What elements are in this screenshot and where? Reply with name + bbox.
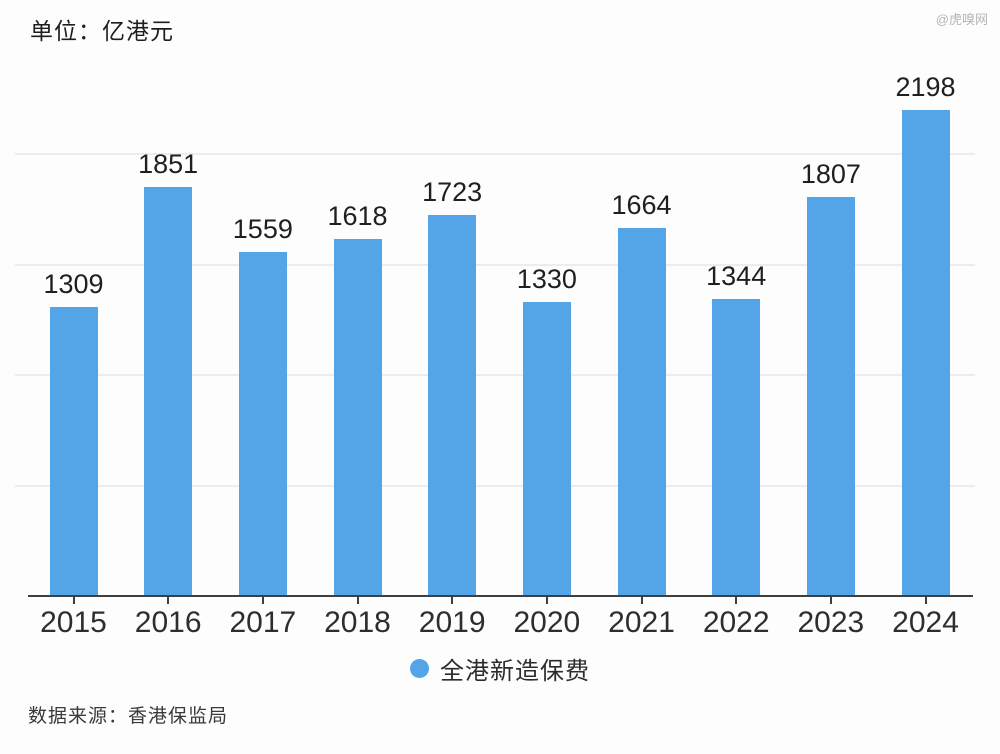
legend-label: 全港新造保费	[440, 658, 590, 685]
value-label-2015: 1309	[43, 268, 104, 299]
data-source-label: 数据来源：香港保监局	[28, 706, 229, 727]
value-label-2022: 1344	[706, 261, 767, 292]
value-label-2018: 1618	[327, 200, 388, 231]
x-axis-line	[28, 595, 973, 597]
bar-2021	[617, 228, 666, 597]
value-label-2023: 1807	[800, 158, 861, 189]
x-axis-tick	[640, 597, 643, 604]
value-label-2017: 1559	[232, 213, 293, 244]
value-label-2019: 1723	[422, 177, 483, 208]
bar-2016	[144, 186, 193, 597]
gridline	[15, 263, 975, 266]
legend-dot-icon	[410, 659, 429, 678]
value-label-2020: 1330	[516, 264, 577, 295]
x-axis-tick	[167, 597, 170, 604]
value-label-2016: 1851	[138, 148, 199, 179]
bar-2020	[522, 302, 571, 597]
x-axis-label-2022: 2022	[702, 606, 770, 639]
bar-2024	[901, 110, 950, 597]
x-axis-tick	[924, 597, 927, 604]
x-axis-tick	[261, 597, 264, 604]
x-axis-label-2018: 2018	[324, 606, 391, 639]
value-label-2024: 2198	[895, 72, 956, 102]
x-axis-label-2021: 2021	[608, 606, 675, 639]
watermark: @虎嗅网	[935, 12, 988, 27]
x-axis-label-2015: 2015	[40, 606, 107, 639]
x-axis-tick	[72, 597, 75, 604]
unit-label: 单位：亿港元	[30, 18, 174, 44]
legend: 全港新造保费	[0, 651, 1000, 686]
x-axis-label-2019: 2019	[418, 606, 486, 639]
value-label-2021: 1664	[611, 190, 672, 221]
bar-2017	[238, 251, 287, 597]
gridline	[15, 374, 975, 377]
x-axis-tick	[356, 597, 359, 604]
x-axis-tick	[451, 597, 454, 604]
x-axis-tick	[735, 597, 738, 604]
x-axis-tick	[545, 597, 548, 604]
x-axis-tick	[829, 597, 832, 604]
bar-2015	[49, 306, 98, 597]
bar-2022	[712, 299, 761, 597]
bar-2019	[428, 215, 477, 597]
gridline	[15, 152, 975, 155]
gridline	[15, 485, 975, 488]
x-axis-label-2020: 2020	[513, 606, 581, 639]
bar-2023	[806, 196, 855, 597]
bar-2018	[333, 238, 382, 597]
x-axis-label-2023: 2023	[797, 606, 865, 639]
x-axis-label-2017: 2017	[229, 606, 297, 639]
x-axis-label-2024: 2024	[892, 606, 959, 639]
x-axis-label-2016: 2016	[134, 606, 202, 639]
